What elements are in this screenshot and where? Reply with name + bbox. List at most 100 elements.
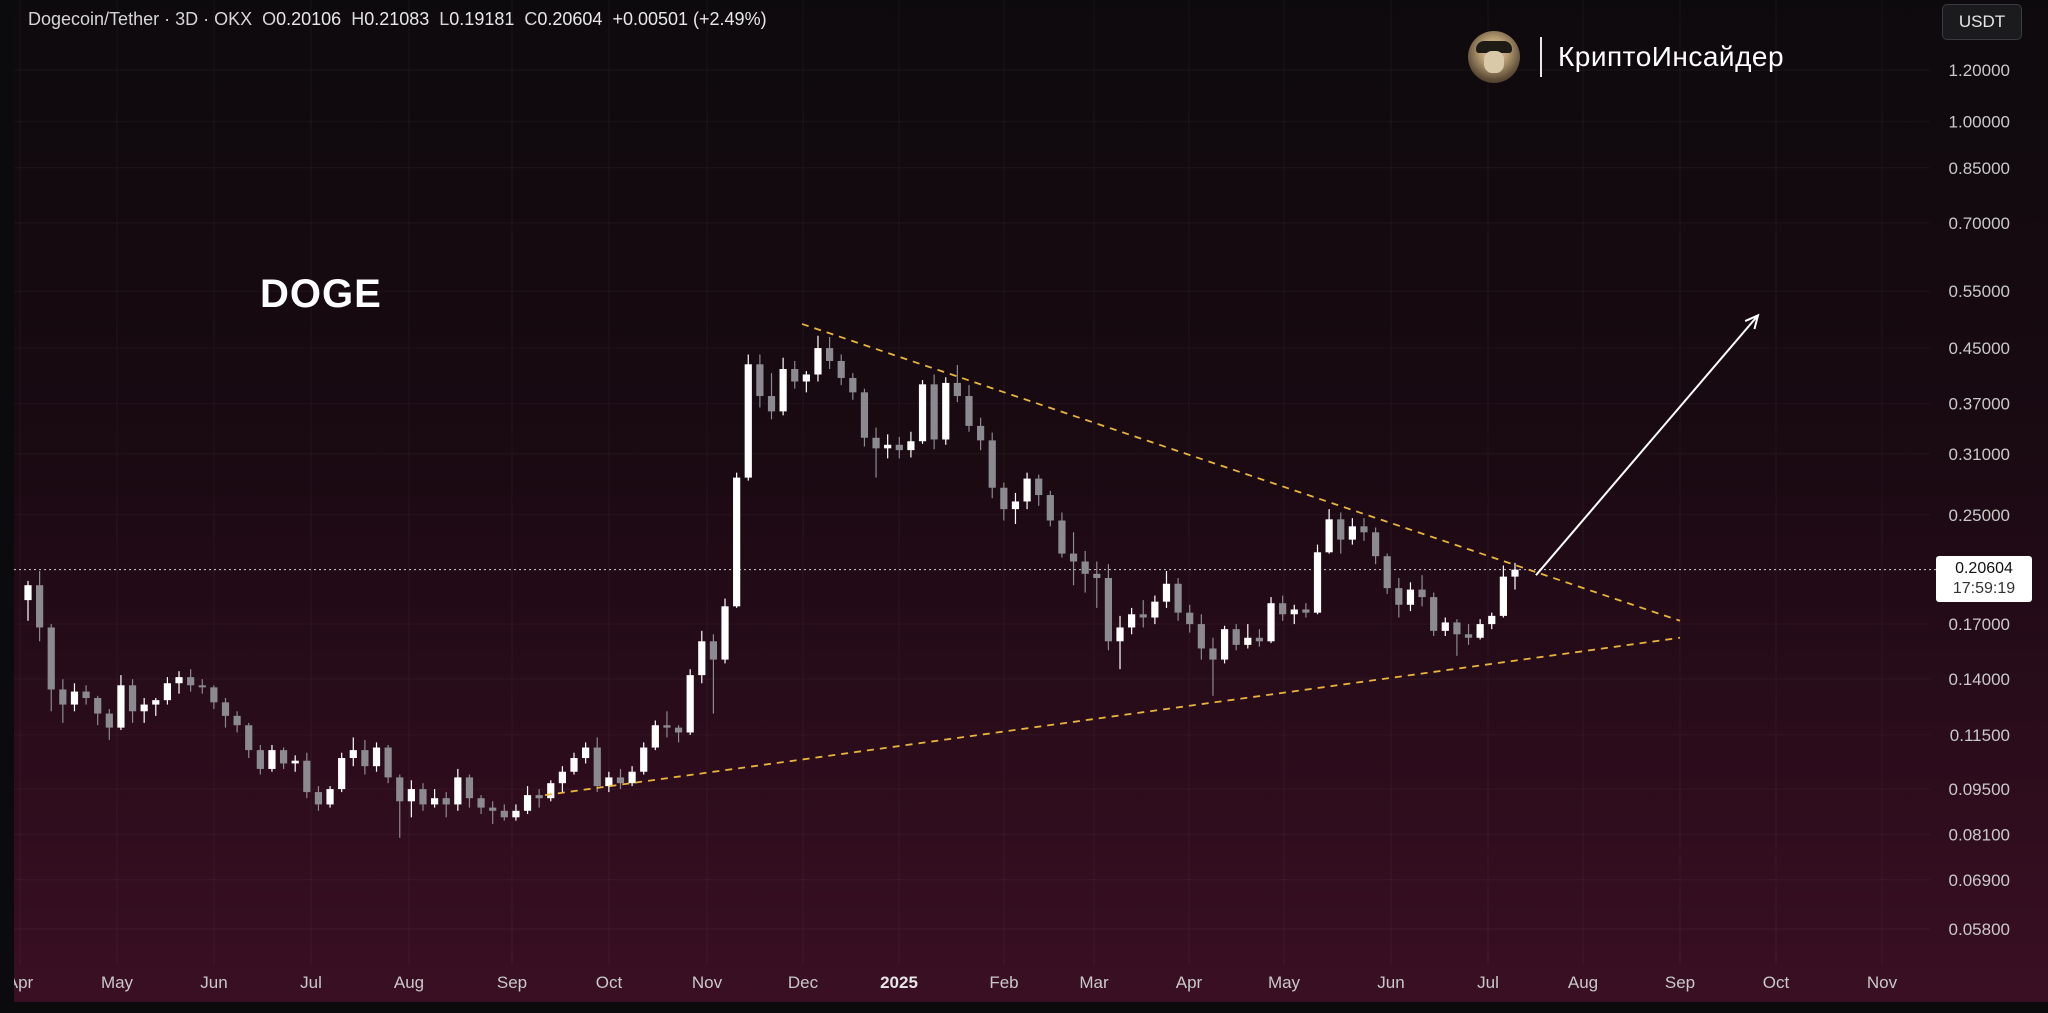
candle-body xyxy=(384,747,392,778)
candle-body xyxy=(651,725,659,748)
x-tick-label: Feb xyxy=(989,973,1018,992)
candle-body xyxy=(1046,495,1054,521)
candle-body xyxy=(1023,478,1031,502)
candle-body xyxy=(1441,622,1449,631)
candle-body xyxy=(918,384,927,442)
open-value: 0.20106 xyxy=(276,8,342,29)
candle-body xyxy=(965,396,973,426)
candle-body xyxy=(1383,556,1391,589)
candle-body xyxy=(953,382,961,397)
candle-body xyxy=(1081,561,1089,574)
y-tick-label: 0.45000 xyxy=(1949,339,2010,358)
candle-body xyxy=(1464,634,1473,638)
x-tick-label: Oct xyxy=(596,973,623,992)
y-tick-label: 0.09500 xyxy=(1949,780,2010,799)
candle-body xyxy=(1348,526,1356,540)
candle-body xyxy=(837,360,845,378)
y-tick-label: 0.37000 xyxy=(1949,395,2010,414)
candle-body xyxy=(1325,519,1333,553)
candle-body xyxy=(1116,627,1124,642)
candle-body xyxy=(291,760,299,764)
candle-body xyxy=(616,777,625,784)
x-tick-label: Dec xyxy=(788,973,819,992)
candle-body xyxy=(930,384,938,440)
x-tick-label: Sep xyxy=(497,973,527,992)
candle-body xyxy=(779,369,787,412)
candle-body xyxy=(59,689,67,705)
candle-body xyxy=(884,444,892,449)
currency-selector[interactable]: USDT xyxy=(1942,4,2022,40)
candle-body xyxy=(1360,526,1368,533)
x-tick-label: Aug xyxy=(394,973,424,992)
ohlc-header: Dogecoin/Tether · 3D · OKX O 0.20106 H 0… xyxy=(28,8,767,30)
brand-divider xyxy=(1540,37,1542,77)
candle-body xyxy=(733,477,741,607)
candle-body xyxy=(1000,487,1008,510)
brand-logo-icon xyxy=(1468,31,1520,83)
candle-countdown: 17:59:19 xyxy=(1952,580,2016,597)
candle-body xyxy=(512,810,520,818)
candle-body xyxy=(1220,629,1229,660)
high-value: 0.21083 xyxy=(364,8,430,29)
candle-body xyxy=(70,691,79,705)
candle-body xyxy=(1430,597,1438,631)
candle-body xyxy=(279,750,288,764)
candle-body xyxy=(825,348,834,361)
candle-body xyxy=(198,685,206,688)
candle-body xyxy=(1267,603,1275,642)
candle-body xyxy=(396,777,404,802)
candle-body xyxy=(1162,583,1171,602)
candle-body xyxy=(187,677,195,686)
candle-body xyxy=(1174,583,1182,613)
x-tick-label: May xyxy=(1268,973,1301,992)
y-tick-label: 0.08100 xyxy=(1949,825,2010,844)
candle-body xyxy=(570,758,578,772)
candle-body xyxy=(24,585,32,601)
x-tick-label: Oct xyxy=(1763,973,1790,992)
candle-body xyxy=(1128,614,1136,628)
candle-body xyxy=(1035,478,1043,496)
x-tick-label: Jun xyxy=(200,973,227,992)
chart-area[interactable]: Apr May Jun Jul Aug Sep Oct Nov Dec 2025 Feb Mar Apr… xyxy=(14,0,2048,1002)
x-tick-label: Nov xyxy=(692,973,723,992)
candle-body xyxy=(256,750,264,769)
high-label: H xyxy=(351,8,365,29)
x-tick-label: Apr xyxy=(1176,973,1203,992)
close-value: 0.20604 xyxy=(537,8,603,29)
candle-body xyxy=(582,747,590,759)
candlestick-chart[interactable]: Apr May Jun Jul Aug Sep Oct Nov Dec 2025 Feb Mar Apr… xyxy=(14,0,2048,1002)
candle-body xyxy=(1151,601,1159,618)
candle-body xyxy=(361,750,369,767)
candle-body xyxy=(1395,588,1403,605)
candle-body xyxy=(756,364,764,397)
candle-body xyxy=(849,377,857,393)
candle-body xyxy=(349,750,357,759)
symbol-label[interactable]: Dogecoin/Tether · 3D · OKX xyxy=(28,8,253,29)
candle-body xyxy=(1011,501,1020,510)
candle-body xyxy=(1488,615,1496,625)
candle-body xyxy=(1232,629,1240,645)
y-tick-label: 0.85000 xyxy=(1949,159,2010,178)
candle-body xyxy=(500,810,508,818)
candle-body xyxy=(1418,589,1426,598)
y-tick-label: 0.06900 xyxy=(1949,871,2010,890)
y-tick-label: 0.31000 xyxy=(1949,445,2010,464)
candle-body xyxy=(1290,609,1298,615)
candle-body xyxy=(1313,552,1322,613)
y-tick-label: 1.00000 xyxy=(1949,113,2010,132)
candle-body xyxy=(547,783,555,799)
candle-body xyxy=(535,795,543,799)
x-tick-label: May xyxy=(101,973,134,992)
candle-body xyxy=(407,789,415,802)
y-tick-label: 0.14000 xyxy=(1949,670,2010,689)
candle-body xyxy=(1255,637,1264,642)
candle-body xyxy=(1371,532,1380,557)
brand-watermark: КриптоИнсайдер xyxy=(1468,30,1784,84)
candle-body xyxy=(802,374,810,382)
candle-body xyxy=(1197,624,1205,649)
y-tick-label: 0.11500 xyxy=(1950,726,2010,745)
candle-body xyxy=(907,441,915,451)
y-tick-label: 1.20000 xyxy=(1949,61,2010,80)
candle-body xyxy=(128,685,137,712)
x-tick-label: Jul xyxy=(1477,973,1499,992)
